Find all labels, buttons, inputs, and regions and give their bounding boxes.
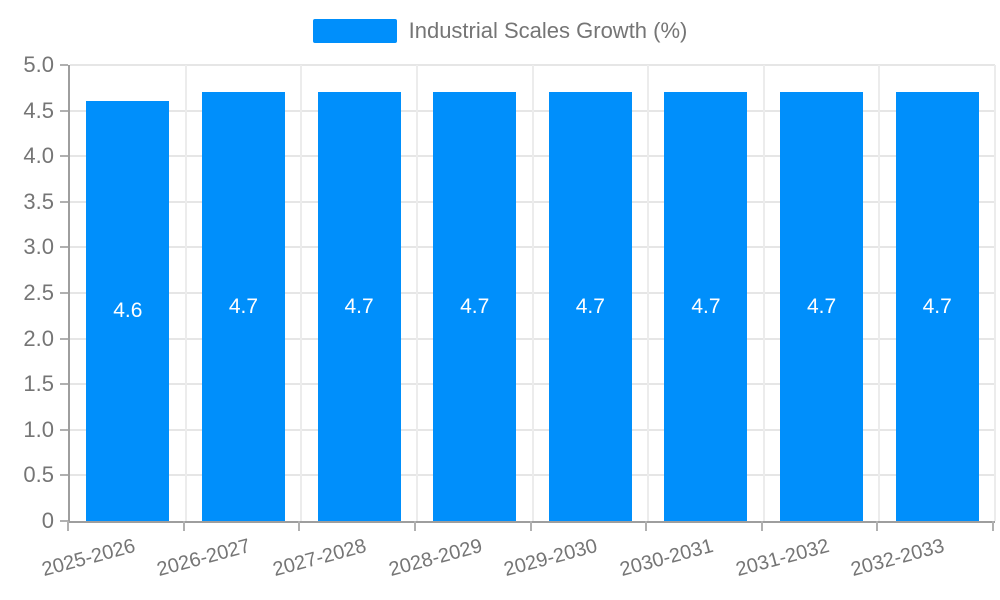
x-gridline [184, 65, 187, 521]
y-axis-label: 1.0 [23, 416, 54, 442]
x-gridline [531, 65, 534, 521]
y-axis-tick [60, 155, 68, 158]
bar-value-label: 4.7 [460, 294, 490, 318]
x-axis-tick [182, 521, 185, 531]
y-axis-label: 2.5 [23, 280, 54, 305]
y-axis-tick [60, 109, 68, 112]
plot-area: 4.6 4.7 4.7 4.7 4.7 4.7 4.7 4.7 [68, 64, 996, 523]
bar-value-label: 4.7 [228, 294, 259, 318]
bar-value-label: 4.7 [922, 294, 952, 318]
bar-2025-2026[interactable]: 4.6 [86, 101, 170, 521]
x-axis-tick [413, 521, 416, 531]
y-axis-label: 3.0 [23, 234, 54, 260]
x-axis-tick [760, 521, 763, 531]
x-axis-tick [529, 521, 532, 531]
bar-value-label: 4.7 [806, 294, 837, 318]
x-axis-tick [645, 521, 648, 531]
y-axis-tick [60, 64, 68, 66]
y-axis-tick [60, 246, 68, 249]
y-axis-tick [60, 383, 68, 386]
x-gridline [647, 65, 650, 521]
bar-2031-2032[interactable]: 4.7 [780, 92, 864, 521]
x-axis-tick [67, 521, 69, 531]
y-axis-label: 0 [41, 508, 54, 533]
y-axis-label: 4.0 [23, 143, 54, 169]
x-gridline [994, 65, 996, 521]
y-axis-label: 4.5 [23, 97, 54, 123]
bar-2028-2029[interactable]: 4.7 [433, 92, 517, 521]
bar-2030-2031[interactable]: 4.7 [664, 92, 748, 521]
x-gridline [415, 65, 418, 521]
x-axis-tick [876, 521, 879, 531]
x-axis-tick [298, 521, 301, 531]
y-axis-label: 2.0 [23, 325, 54, 351]
legend-swatch-icon [312, 19, 397, 43]
y-axis-tick [60, 474, 68, 477]
bar-value-label: 4.7 [344, 294, 374, 318]
bar-value-label: 4.6 [113, 299, 143, 323]
bar-2027-2028[interactable]: 4.7 [317, 92, 401, 521]
y-axis-label: 1.5 [23, 371, 54, 397]
bar-2026-2027[interactable]: 4.7 [201, 92, 285, 521]
y-axis-label: 3.5 [23, 188, 54, 214]
legend-item[interactable]: Industrial Scales Growth (%) [0, 18, 1000, 44]
x-gridline [878, 65, 881, 521]
bar-2029-2030[interactable]: 4.7 [548, 92, 632, 521]
legend-label: Industrial Scales Growth (%) [408, 18, 688, 43]
bar-value-label: 4.7 [691, 294, 721, 318]
y-axis-label: 5.0 [23, 52, 54, 77]
y-axis-label: 0.5 [23, 462, 54, 488]
bar-value-label: 4.7 [575, 294, 605, 318]
y-axis-tick [60, 428, 68, 431]
y-axis-tick [60, 520, 68, 522]
y-axis-tick [60, 337, 68, 340]
x-gridline [300, 65, 303, 521]
x-axis-tick [992, 521, 994, 531]
bar-2032-2033[interactable]: 4.7 [895, 92, 979, 521]
x-gridline [762, 65, 765, 521]
y-axis-tick [60, 200, 68, 203]
y-axis-tick [60, 292, 68, 294]
